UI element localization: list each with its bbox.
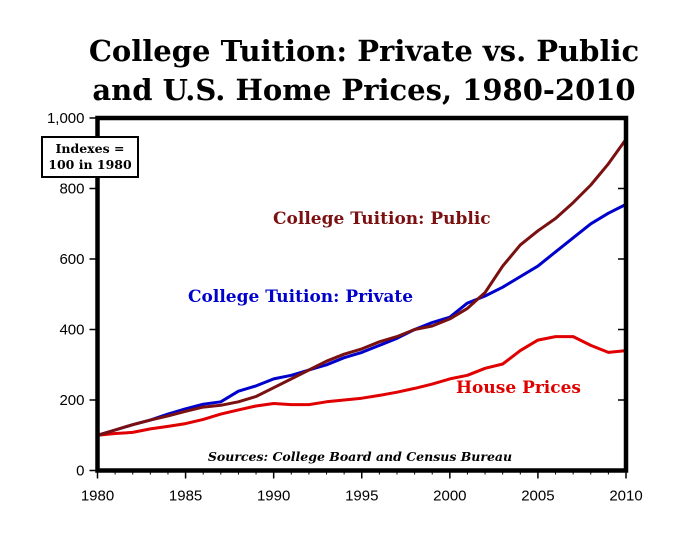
index-note-box: [41, 136, 139, 178]
index-note-badge: Indexes = 100 in 1980: [41, 136, 139, 178]
axis-tick-labels: 0 200 400 600 800 1,000 1980 1985 1990 1995 2000 20…: [47, 110, 643, 505]
chart-title-line2: and U.S. Home Prices, 1980-2010: [92, 73, 635, 107]
series-lines: [96, 137, 628, 437]
x-tick-label: 1990: [257, 488, 290, 505]
label-college-tuition-public: College Tuition: Public: [273, 209, 491, 229]
index-note-line1: Indexes =: [56, 141, 125, 156]
x-tick-label: 1980: [81, 488, 114, 505]
y-tick-label: 800: [59, 181, 84, 198]
y-tick-label: 200: [59, 392, 84, 409]
x-tick-label: 2005: [521, 488, 554, 505]
label-house-prices: House Prices: [456, 378, 581, 398]
series-line-college-tuition-public: [96, 137, 628, 437]
y-tick-label: 400: [59, 322, 84, 339]
x-tick-label: 1985: [169, 488, 202, 505]
x-tick-label: 1995: [345, 488, 378, 505]
y-tick-label: 0: [76, 463, 84, 480]
series-line-college-tuition-private: [96, 202, 628, 437]
label-college-tuition-private: College Tuition: Private: [188, 287, 413, 307]
source-note: Sources: College Board and Census Bureau: [208, 449, 512, 464]
index-note-line2: 100 in 1980: [48, 157, 132, 172]
y-tick-label: 1,000: [47, 110, 85, 127]
series-line-house-prices: [96, 335, 628, 437]
y-tick-label: 600: [59, 251, 84, 268]
x-tick-label: 2010: [609, 488, 642, 505]
chart-title-line1: College Tuition: Private vs. Public: [89, 34, 639, 68]
x-tick-label: 2000: [433, 488, 466, 505]
plot-frame: [95, 115, 629, 473]
